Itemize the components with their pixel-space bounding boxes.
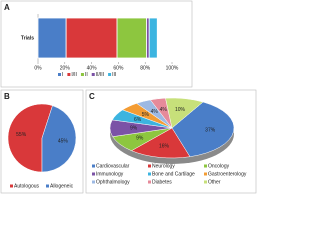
legend-label: Oncology xyxy=(208,163,230,169)
panel-label: B xyxy=(4,92,10,101)
data-label: 9% xyxy=(136,135,144,141)
panel-frame xyxy=(0,0,193,88)
data-label: 5% xyxy=(142,112,150,118)
legend-swatch xyxy=(204,164,207,168)
x-tick-label: 100% xyxy=(166,65,179,71)
legend-label: Cardiovascular xyxy=(96,163,130,169)
pie-slice xyxy=(130,127,191,159)
legend-swatch xyxy=(92,180,95,184)
x-tick-label: 60% xyxy=(113,65,124,71)
legend-swatch xyxy=(148,180,151,184)
bar-segment xyxy=(37,17,67,59)
data-label: 45% xyxy=(58,139,69,145)
legend-swatch xyxy=(58,73,61,76)
legend-label: Neurology xyxy=(152,163,175,169)
pie-slice xyxy=(41,105,77,173)
legend-swatch xyxy=(80,73,84,76)
data-label: 10% xyxy=(175,107,186,113)
bar-segment xyxy=(65,17,118,59)
legend-swatch xyxy=(148,164,151,168)
data-label: 16% xyxy=(159,144,170,150)
pie-slice xyxy=(7,103,53,173)
bar-segment xyxy=(146,17,150,59)
legend-swatch xyxy=(10,184,13,188)
legend-label: Ophthalmology xyxy=(96,179,130,185)
x-tick-label: 20% xyxy=(60,65,71,71)
legend-label: Allogeneic xyxy=(50,183,74,189)
y-tick-label: Trials xyxy=(21,35,34,41)
data-label: 55% xyxy=(16,132,27,138)
legend-label: III xyxy=(112,72,116,78)
data-label: 4% xyxy=(151,109,159,115)
x-tick-label: 40% xyxy=(87,65,98,71)
legend-swatch xyxy=(46,184,49,188)
legend-label: Gastroenterology xyxy=(208,171,247,177)
panel-label: A xyxy=(4,3,10,12)
legend-label: Immunology xyxy=(96,171,124,177)
legend-swatch xyxy=(108,73,112,76)
legend-label: II xyxy=(85,72,88,78)
data-label: 4% xyxy=(160,107,168,113)
bar-segment xyxy=(116,17,147,59)
bar-segment xyxy=(148,17,158,59)
x-tick-label: 80% xyxy=(140,65,151,71)
legend-swatch xyxy=(92,164,95,168)
data-label: 37% xyxy=(205,127,216,133)
pie-slice xyxy=(165,97,204,129)
legend-label: Diabetes xyxy=(152,179,172,185)
panel-frame xyxy=(0,89,84,194)
legend-swatch xyxy=(67,73,71,76)
x-tick-label: 0% xyxy=(34,65,42,71)
legend-label: Bone and Cartilage xyxy=(152,171,195,177)
pie-slice xyxy=(171,101,235,157)
legend-swatch xyxy=(148,172,151,176)
legend-swatch xyxy=(204,172,207,176)
legend-label: II/III xyxy=(96,72,104,78)
legend-label: Other xyxy=(208,179,221,185)
panel-frame xyxy=(85,89,257,194)
legend-label: I xyxy=(62,72,63,78)
legend-label: Autologous xyxy=(14,183,40,189)
panel-label: C xyxy=(89,92,95,101)
data-label: 6% xyxy=(134,117,142,123)
legend-swatch xyxy=(92,172,95,176)
legend-swatch xyxy=(91,73,95,76)
legend-label: I/II xyxy=(71,72,77,78)
data-label: 9% xyxy=(130,126,138,132)
legend-swatch xyxy=(204,180,207,184)
